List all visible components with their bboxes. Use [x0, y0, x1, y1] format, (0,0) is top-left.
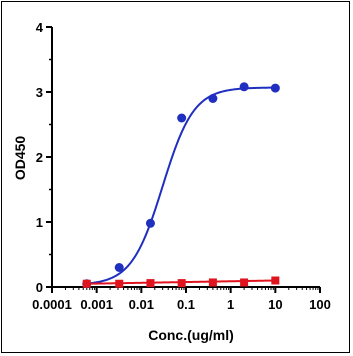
data-point-series-1 [239, 82, 249, 92]
x-tick-label: 10 [268, 297, 282, 312]
data-point-series-1 [270, 83, 280, 93]
data-point-series-2 [271, 276, 280, 285]
y-tick-label: 0 [36, 280, 43, 295]
chart-frame [1, 1, 350, 353]
data-point-series-2 [115, 279, 124, 288]
x-tick-label: 0.001 [80, 297, 113, 312]
data-point-series-1 [177, 113, 187, 123]
y-tick-label: 4 [36, 20, 44, 35]
x-tick-label: 0.0001 [32, 297, 72, 312]
x-tick-label: 100 [309, 297, 331, 312]
y-tick-label: 3 [36, 85, 43, 100]
y-axis-title: OD450 [12, 136, 28, 181]
x-tick-label: 0.01 [129, 297, 154, 312]
data-point-series-2 [208, 278, 217, 287]
data-point-series-1 [208, 94, 218, 103]
data-point-series-2 [240, 278, 249, 287]
data-point-series-2 [82, 279, 91, 288]
data-point-series-1 [114, 263, 124, 272]
data-point-series-2 [177, 279, 186, 288]
x-axis-title: Conc.(ug/ml) [148, 327, 234, 343]
data-point-series-1 [145, 218, 155, 228]
data-points [82, 82, 280, 289]
data-point-series-2 [146, 279, 155, 288]
x-tick-label: 0.1 [177, 297, 195, 312]
y-tick-label: 2 [36, 150, 43, 165]
x-tick-label: 1 [227, 297, 234, 312]
y-tick-label: 1 [36, 215, 43, 230]
axes: 0 1 2 3 4 0.0001 0.001 0.01 0.1 1 10 100 [32, 20, 331, 312]
